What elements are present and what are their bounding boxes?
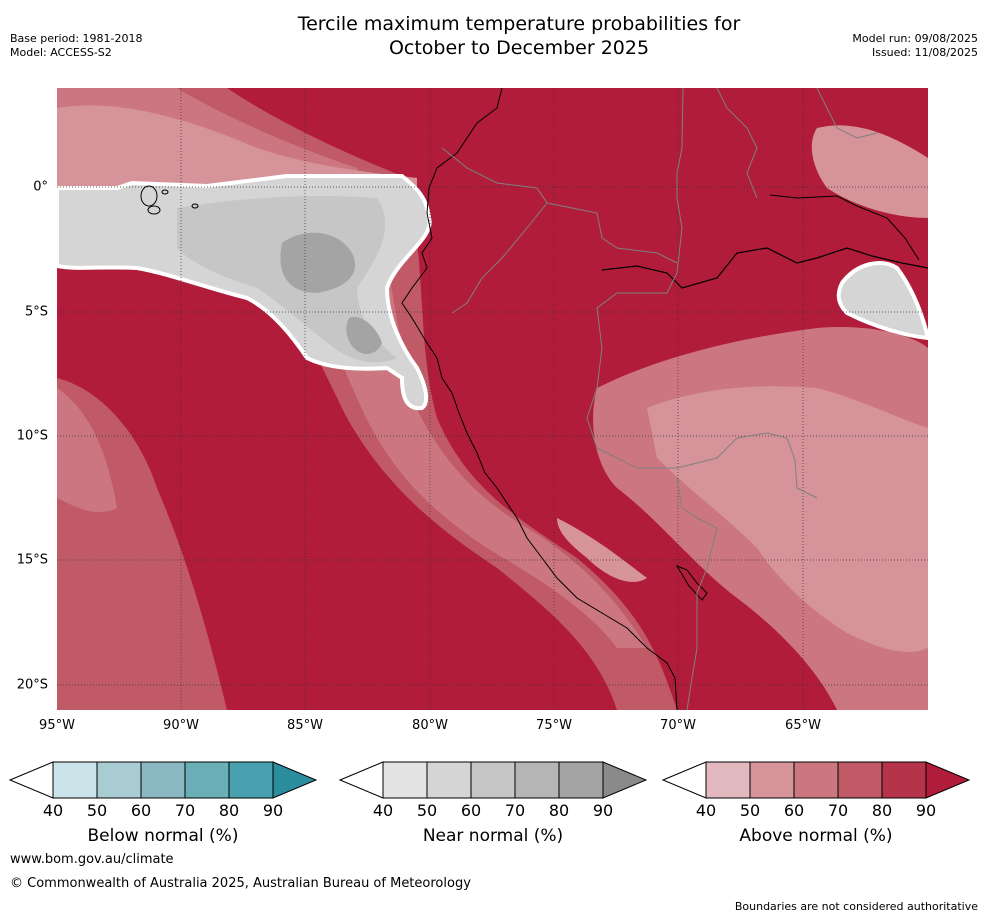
map-title: Tercile maximum temperature probabilitie…	[0, 12, 988, 60]
lon-tick-70w: 70°W	[660, 718, 696, 733]
cbar-below-tick: 70	[174, 801, 196, 820]
cbar-above-label: Above normal (%)	[739, 826, 893, 846]
cbar-above-seg-4	[837, 761, 883, 799]
cbar-below-arrow-left	[8, 761, 54, 799]
title-line-1: Tercile maximum temperature probabilitie…	[297, 13, 741, 35]
lon-tick-90w: 90°W	[163, 718, 199, 733]
cbar-below-seg-5	[228, 761, 274, 799]
cbar-below-tick: 40	[42, 801, 64, 820]
meta-left: Base period: 1981-2018 Model: ACCESS-S2	[10, 32, 142, 60]
lat-tick-10s: 10°S	[16, 428, 48, 444]
cbar-above-tick: 60	[783, 801, 805, 820]
cbar-below-tick: 90	[262, 801, 284, 820]
cbar-below-tick: 50	[86, 801, 108, 820]
footer-note: Boundaries are not considered authoritat…	[734, 900, 978, 913]
lat-tick-20s: 20°S	[16, 677, 48, 693]
cbar-near-tick: 50	[416, 801, 438, 820]
lon-tick-65w: 65°W	[785, 718, 821, 733]
cbar-above-arrow-right	[925, 761, 971, 799]
model-run-text: Model run: 09/08/2025	[852, 32, 978, 45]
title-line-2: October to December 2025	[388, 37, 650, 59]
cbar-above-tick: 70	[827, 801, 849, 820]
cbar-above-tick: 80	[871, 801, 893, 820]
cbar-below-label: Below normal (%)	[87, 826, 239, 846]
lat-tick-0: 0°	[33, 179, 48, 195]
footer-copyright: © Commonwealth of Australia 2025, Austra…	[10, 876, 471, 891]
cbar-near-seg-4	[514, 761, 560, 799]
cbar-above-seg-3	[793, 761, 839, 799]
meta-right: Model run: 09/08/2025 Issued: 11/08/2025	[852, 32, 978, 60]
coastline	[401, 88, 678, 710]
cbar-near-arrow-left	[338, 761, 384, 799]
cbar-above-tick: 40	[695, 801, 717, 820]
northeast-river	[769, 194, 920, 261]
cbar-near-seg-2	[426, 761, 472, 799]
cbar-near-tick: 90	[592, 801, 614, 820]
coastal-band-40	[557, 518, 647, 582]
graticule	[57, 88, 928, 710]
cbar-below-seg-3	[140, 761, 186, 799]
cbar-above-tick: 90	[915, 801, 937, 820]
cbar-below-tick: 80	[218, 801, 240, 820]
cbar-near-seg-3	[470, 761, 516, 799]
cbar-above-seg-2	[749, 761, 795, 799]
colorbar-below-normal: 40 50 60 70 80 90 Below normal (%)	[8, 760, 318, 850]
cbar-near-tick: 70	[504, 801, 526, 820]
cbar-near-seg-5	[558, 761, 604, 799]
cbar-below-seg-1	[52, 761, 98, 799]
cbar-near-tick: 80	[548, 801, 570, 820]
cbar-above-seg-1	[705, 761, 751, 799]
ne-band-40	[811, 125, 928, 218]
lake-titicaca	[675, 564, 708, 601]
colorbar-above-normal: 40 50 60 70 80 90 Above normal (%)	[661, 760, 971, 850]
colorbar-below-svg	[8, 761, 318, 799]
forecast-map	[57, 88, 928, 710]
cbar-near-label: Near normal (%)	[422, 826, 564, 846]
near-normal-inner-70-a	[280, 232, 356, 293]
footer-url-link[interactable]: www.bom.gov.au/climate	[10, 852, 174, 867]
lon-tick-95w: 95°W	[39, 718, 75, 733]
base-period-text: Base period: 1981-2018	[10, 32, 143, 45]
colorbar-near-svg	[338, 761, 648, 799]
ocean-band-60-south	[57, 388, 117, 513]
land-band-40	[647, 386, 928, 653]
cbar-below-seg-4	[184, 761, 230, 799]
near-normal-inner-70-b	[346, 317, 382, 354]
lat-tick-5s: 5°S	[24, 304, 48, 320]
lon-tick-85w: 85°W	[287, 718, 323, 733]
cbar-below-tick: 60	[130, 801, 152, 820]
model-text: Model: ACCESS-S2	[10, 46, 112, 59]
lat-tick-15s: 15°S	[16, 552, 48, 568]
cbar-near-tick: 40	[372, 801, 394, 820]
colorbar-near-normal: 40 50 60 70 80 90 Near normal (%)	[338, 760, 648, 850]
lon-tick-80w: 80°W	[412, 718, 448, 733]
cbar-near-seg-1	[382, 761, 428, 799]
cbar-below-seg-2	[96, 761, 142, 799]
amazon-river	[601, 247, 928, 289]
cbar-above-tick: 50	[739, 801, 761, 820]
near-normal-zone-east	[836, 261, 928, 341]
cbar-near-arrow-right	[602, 761, 648, 799]
lon-tick-75w: 75°W	[536, 718, 572, 733]
issued-text: Issued: 11/08/2025	[871, 46, 978, 59]
map-svg	[57, 88, 928, 710]
galapagos-islands	[140, 185, 199, 215]
cbar-above-seg-5	[881, 761, 927, 799]
colorbar-above-svg	[661, 761, 971, 799]
country-borders	[441, 88, 878, 710]
cbar-above-arrow-left	[661, 761, 707, 799]
cbar-near-tick: 60	[460, 801, 482, 820]
cbar-below-arrow-right	[272, 761, 318, 799]
